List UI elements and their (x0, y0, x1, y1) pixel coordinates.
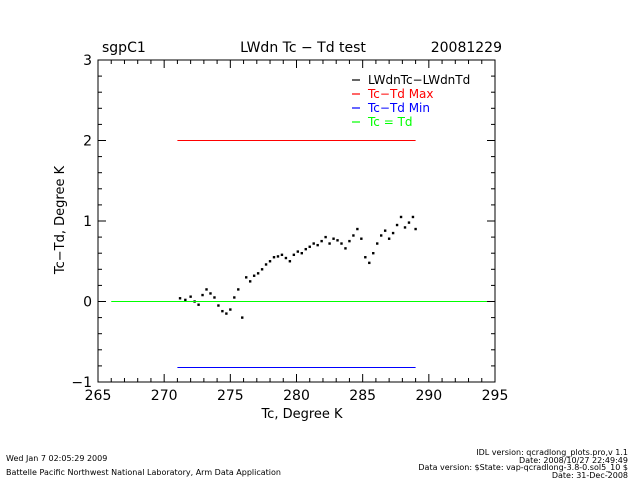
scatter-point (201, 293, 204, 297)
scatter-point (356, 227, 359, 231)
scatter-point (300, 252, 303, 255)
scatter-point (328, 242, 331, 245)
footer-run-time: Wed Jan 7 02:05:29 2009 (6, 454, 107, 463)
plot-frame (97, 59, 496, 383)
scatter-point (336, 239, 339, 242)
scatter-point (213, 296, 216, 299)
legend-label: Tc−Td Max (367, 87, 434, 101)
scatter-point (383, 229, 387, 232)
y-tick-label: −1 (71, 375, 92, 391)
x-tick-label: 275 (217, 388, 244, 404)
x-tick-label: 270 (151, 388, 178, 404)
scatter-point (264, 263, 268, 266)
x-tick-label: 265 (85, 388, 112, 404)
scatter-point (184, 298, 187, 302)
scatter-point (411, 215, 415, 219)
x-tick-label: 285 (349, 388, 376, 404)
scatter-point (372, 252, 375, 255)
scatter-point (376, 242, 379, 245)
scatter-point (352, 234, 355, 237)
y-axis-label: Tc−Td, Degree K (53, 165, 68, 275)
scatter-point (304, 247, 307, 251)
scatter-point (276, 255, 280, 258)
site-label: sgpC1 (102, 40, 146, 56)
scatter-point (316, 243, 319, 247)
scatter-point (320, 239, 323, 243)
scatter-point (284, 256, 288, 260)
scatter-point (225, 312, 228, 315)
scatter-point (288, 260, 292, 263)
scatter-point (252, 274, 256, 277)
scatter-point (407, 221, 411, 224)
scatter-point (312, 242, 315, 245)
x-tick-label: 295 (482, 388, 509, 404)
scatter-point (205, 288, 208, 291)
scatter-point (340, 242, 343, 245)
scatter-point (399, 215, 403, 219)
chart-title: LWdn Tc − Td test (240, 40, 366, 56)
scatter-point (292, 253, 296, 257)
y-tick-label: 1 (83, 214, 92, 230)
scatter-point (260, 268, 264, 271)
date-label: 20081229 (431, 40, 502, 56)
series-scatter-group (178, 215, 417, 319)
scatter-point (189, 295, 192, 298)
scatter-point (241, 316, 244, 319)
scatter-point (324, 235, 327, 239)
legend-label: LWdnTc−LWdnTd (368, 73, 470, 87)
axes: 265 270 275 280 285 290 295 −1 0 1 2 3 (71, 53, 508, 404)
scatter-point (221, 309, 224, 313)
legend-label: Tc = Td (367, 115, 413, 129)
scatter-point (344, 247, 347, 250)
scatter-point (364, 256, 367, 259)
scatter-point (379, 234, 383, 237)
scatter-point (209, 292, 212, 295)
scatter-point (237, 288, 240, 291)
plot-area (111, 140, 489, 369)
x-tick-label: 290 (415, 388, 442, 404)
scatter-point (245, 276, 248, 279)
scatter-point (268, 260, 272, 263)
y-tick-label: 2 (83, 134, 92, 150)
footer-lab: Battelle Pacific Northwest National Labo… (6, 468, 281, 477)
y-tick-label: 0 (83, 295, 92, 311)
scatter-point (229, 308, 232, 311)
y-tick-label: 3 (83, 53, 92, 69)
scatter-point (248, 280, 252, 283)
x-axis-label: Tc, Degree K (260, 407, 343, 422)
scatter-point (368, 261, 371, 265)
legend-label: Tc−Td Min (367, 101, 430, 115)
scatter-point (178, 297, 182, 300)
scatter-point (296, 250, 300, 253)
scatter-point (348, 239, 351, 243)
footer-data-version: Data version: $State: vap-qcradlong-3.8-… (418, 463, 628, 472)
scatter-point (272, 256, 276, 259)
scatter-point (217, 304, 220, 307)
scatter-point (395, 223, 399, 227)
scatter-point (414, 227, 417, 231)
scatter-point (256, 272, 260, 275)
scatter-point (387, 237, 391, 240)
scatter-point (280, 253, 284, 257)
scatter-point (233, 296, 236, 299)
footer-data-date: Date: 31-Dec-2008 (552, 471, 628, 480)
footer-idl-version: IDL version: qcradlong_plots.pro,v 1.1 (476, 448, 628, 457)
footer-idl-date: Date: 2008/10/27 22:49:49 (519, 456, 628, 465)
scatter-point (403, 226, 407, 229)
scatter-point (308, 245, 311, 248)
scatter-point (197, 303, 200, 306)
scatter-point (391, 231, 395, 235)
scatter-point (360, 237, 363, 240)
x-tick-label: 280 (283, 388, 310, 404)
scatter-point (332, 237, 335, 240)
